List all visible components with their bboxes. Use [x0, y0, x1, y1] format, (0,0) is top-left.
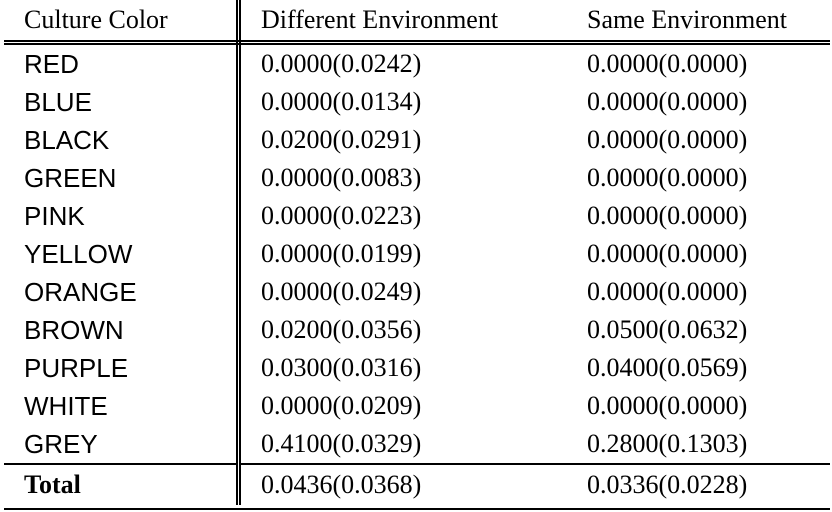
table-row: WHITE 0.0000(0.0209) 0.0000(0.0000) — [4, 387, 830, 425]
table-row: ORANGE 0.0000(0.0249) 0.0000(0.0000) — [4, 273, 830, 311]
same-environment-cell: 0.0000(0.0000) — [587, 163, 748, 192]
bottom-rule — [4, 508, 830, 510]
different-environment-cell: 0.0000(0.0209) — [261, 391, 422, 420]
same-environment-cell: 0.0000(0.0000) — [587, 201, 748, 230]
same-environment-cell: 0.0000(0.0000) — [587, 391, 748, 420]
table-row: GREEN 0.0000(0.0083) 0.0000(0.0000) — [4, 159, 830, 197]
results-table: Culture Color Different Environment Same… — [4, 0, 830, 505]
table-row: PINK 0.0000(0.0223) 0.0000(0.0000) — [4, 197, 830, 235]
different-environment-cell: 0.0000(0.0134) — [261, 87, 422, 116]
culture-color-cell: GREEN — [4, 159, 241, 197]
culture-color-cell: RED — [4, 42, 241, 83]
table-row: BROWN 0.0200(0.0356) 0.0500(0.0632) — [4, 311, 830, 349]
header-row: Culture Color Different Environment Same… — [4, 0, 830, 45]
total-same-environment-cell: 0.0336(0.0228) — [575, 463, 830, 505]
results-table-container: Culture Color Different Environment Same… — [4, 0, 830, 505]
culture-color-cell: BLUE — [4, 83, 241, 121]
same-environment-cell: 0.0000(0.0000) — [587, 239, 748, 268]
total-different-environment-cell: 0.0436(0.0368) — [238, 463, 575, 505]
culture-color-cell: PURPLE — [4, 349, 241, 387]
same-environment-cell: 0.0000(0.0000) — [587, 87, 748, 116]
culture-color-cell: WHITE — [4, 387, 241, 425]
different-environment-cell: 0.0200(0.0291) — [261, 125, 422, 154]
culture-color-cell: YELLOW — [4, 235, 241, 273]
different-environment-cell: 0.4100(0.0329) — [261, 429, 422, 458]
different-environment-cell: 0.0000(0.0199) — [261, 239, 422, 268]
different-environment-cell: 0.0000(0.0083) — [261, 163, 422, 192]
different-environment-cell: 0.0000(0.0242) — [261, 49, 422, 78]
culture-color-cell: BLACK — [4, 121, 241, 159]
same-environment-cell: 0.2800(0.1303) — [587, 429, 748, 458]
culture-color-cell: PINK — [4, 197, 241, 235]
culture-color-cell: BROWN — [4, 311, 241, 349]
table-row: GREY 0.4100(0.0329) 0.2800(0.1303) — [4, 425, 830, 464]
total-row: Total 0.0436(0.0368) 0.0336(0.0228) — [4, 463, 830, 505]
header-culture-color: Culture Color — [4, 0, 241, 45]
culture-color-cell: GREY — [4, 425, 241, 464]
different-environment-cell: 0.0200(0.0356) — [261, 315, 422, 344]
header-different-environment: Different Environment — [238, 0, 575, 45]
table-row: BLACK 0.0200(0.0291) 0.0000(0.0000) — [4, 121, 830, 159]
same-environment-cell: 0.0400(0.0569) — [587, 353, 748, 382]
different-environment-cell: 0.0300(0.0316) — [261, 353, 422, 382]
table-row: RED 0.0000(0.0242) 0.0000(0.0000) — [4, 42, 830, 83]
different-environment-cell: 0.0000(0.0223) — [261, 201, 422, 230]
table-row: BLUE 0.0000(0.0134) 0.0000(0.0000) — [4, 83, 830, 121]
table-row: PURPLE 0.0300(0.0316) 0.0400(0.0569) — [4, 349, 830, 387]
same-environment-cell: 0.0000(0.0000) — [587, 125, 748, 154]
different-environment-cell: 0.0000(0.0249) — [261, 277, 422, 306]
table-row: YELLOW 0.0000(0.0199) 0.0000(0.0000) — [4, 235, 830, 273]
same-environment-cell: 0.0500(0.0632) — [587, 315, 748, 344]
total-label-cell: Total — [4, 463, 241, 505]
culture-color-cell: ORANGE — [4, 273, 241, 311]
same-environment-cell: 0.0000(0.0000) — [587, 49, 748, 78]
header-same-environment: Same Environment — [575, 0, 830, 45]
same-environment-cell: 0.0000(0.0000) — [587, 277, 748, 306]
